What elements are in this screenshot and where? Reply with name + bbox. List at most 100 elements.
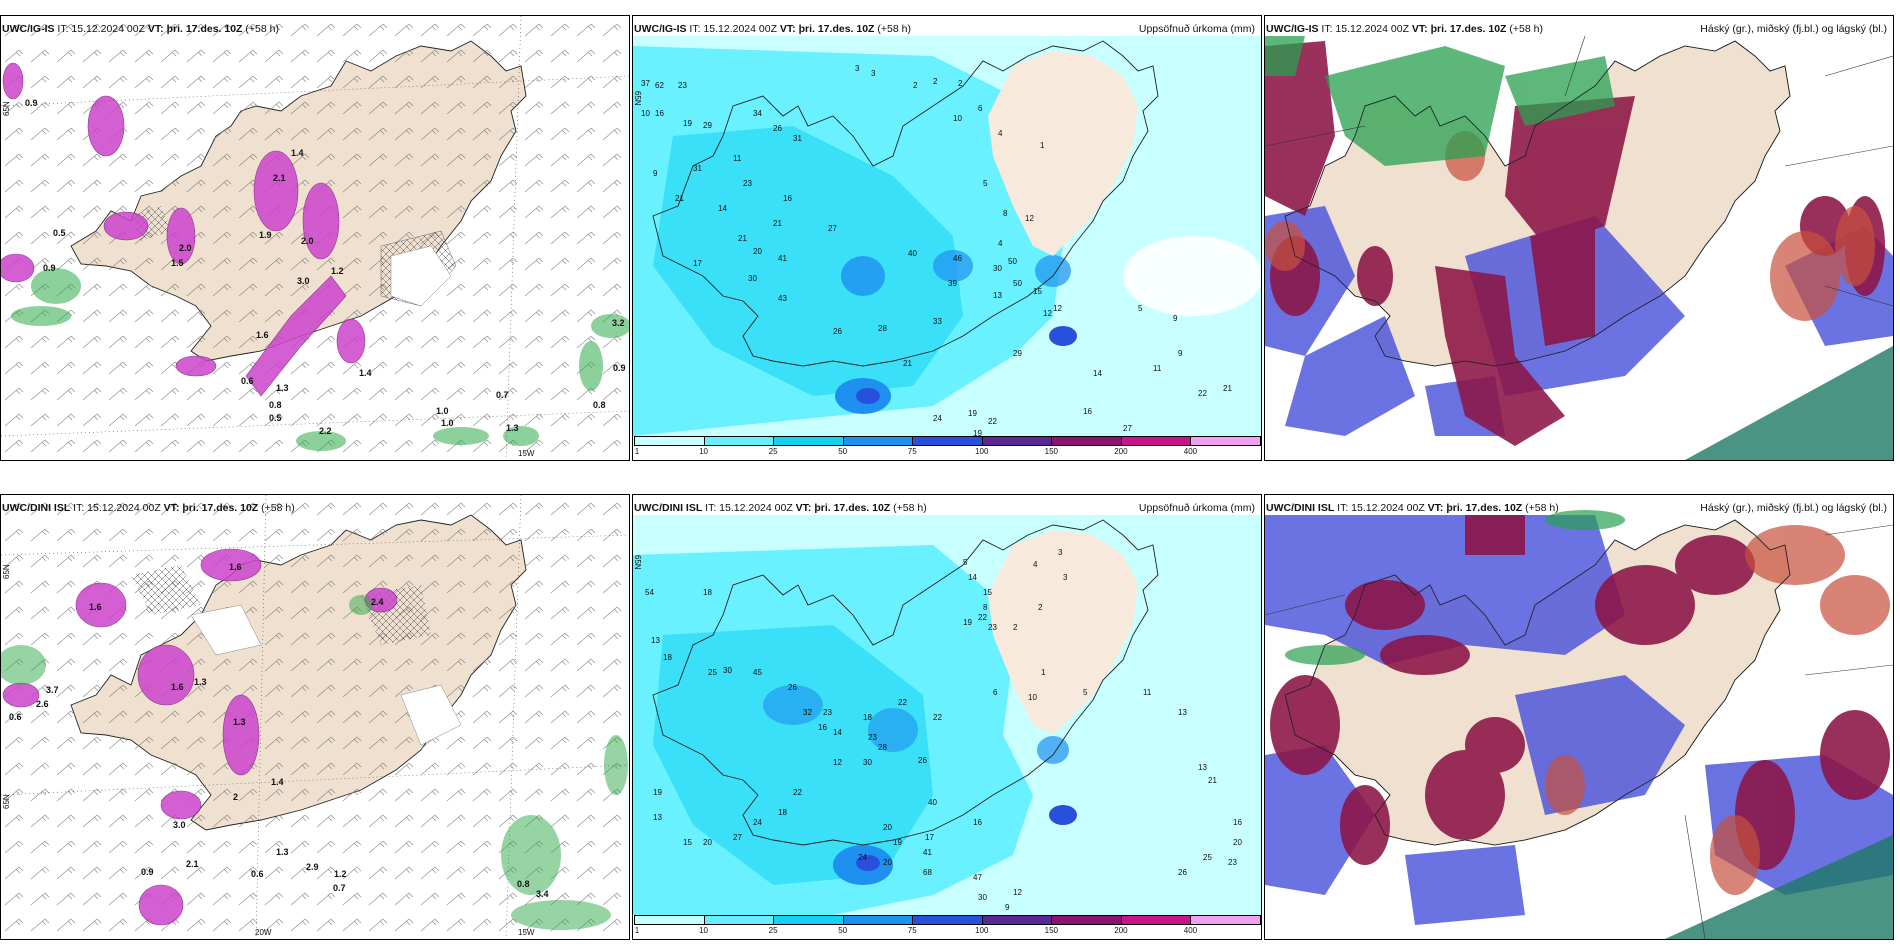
- lead-time: (+58 h): [261, 502, 295, 514]
- precip-value-label: 26: [1178, 868, 1187, 877]
- graticule: [1, 16, 629, 460]
- precip-value-label: 43: [778, 294, 787, 303]
- precip-value-label: 2: [958, 79, 963, 88]
- value-label: 0.7: [496, 390, 509, 400]
- model-name: UWC/DINI ISL: [1266, 502, 1335, 514]
- value-label: 0.6: [241, 376, 254, 386]
- precip-value-label: 23: [1228, 858, 1237, 867]
- colorbar-swatch: [703, 915, 775, 925]
- lead-time: (+58 h): [245, 23, 279, 35]
- value-label: 1.9: [259, 230, 272, 240]
- precip-value-label: 37: [641, 79, 650, 88]
- hatched-area: [131, 565, 201, 615]
- precip-value-label: 27: [733, 833, 742, 842]
- precip-value-label: 18: [703, 588, 712, 597]
- colorbar-swatch: [634, 436, 705, 446]
- value-label: 1.3: [506, 423, 519, 433]
- panel-title: Háský (gr.), miðský (fj.bl.) og lágský (…: [1700, 502, 1887, 514]
- precip-value-label: 28: [878, 324, 887, 333]
- model-name: UWC/IG-IS: [1266, 23, 1319, 35]
- precip-type-areas: [2, 548, 398, 926]
- precip-value-label: 68: [923, 868, 932, 877]
- precip-value-label: 14: [1093, 369, 1102, 378]
- value-label: 3.2: [612, 318, 625, 328]
- precip-value-label: 30: [863, 758, 872, 767]
- precip-value-label: 50: [1008, 257, 1017, 266]
- init-time: IT: 15.12.2024 00Z: [57, 23, 145, 35]
- precip-value-label: 50: [1013, 279, 1022, 288]
- snow-depth-labels: 0.9 0.5 0.9 1.4 2.1 1.9 2.0 3.0 1.6 1.2 …: [25, 98, 626, 436]
- colorbar-swatch: [1051, 436, 1122, 446]
- lead-time: (+58 h): [1509, 23, 1543, 35]
- precip-value-label: 21: [1208, 776, 1217, 785]
- value-label: 2.2: [319, 426, 332, 436]
- precip-value-label: 45: [753, 668, 762, 677]
- precip-value-label: 29: [1013, 349, 1022, 358]
- precip-value-label: 20: [883, 858, 892, 867]
- value-label: 1.3: [194, 677, 207, 687]
- colorbar-tick-label: 200: [1114, 926, 1128, 935]
- precip-value-label: 12: [833, 758, 842, 767]
- precip-value-label: 3: [1063, 573, 1068, 582]
- precip-value-label: 17: [693, 259, 702, 268]
- precip-value-label: 41: [778, 254, 787, 263]
- precip-value-label: 1: [1040, 141, 1045, 150]
- precip-value-label: 47: [973, 873, 982, 882]
- longitude-label: 15W: [518, 449, 535, 458]
- precip-value-label: 8: [983, 603, 988, 612]
- precip-value-label: 5: [983, 179, 988, 188]
- value-label: 1.2: [331, 266, 344, 276]
- precip-value-label: 12: [1013, 888, 1022, 897]
- model-name: UWC/IG-IS: [634, 23, 687, 35]
- value-label: 1.4: [271, 777, 284, 787]
- colorbar-tick-label: 200: [1114, 447, 1128, 456]
- precip-value-label: 12: [1053, 304, 1062, 313]
- value-label: 1.6: [89, 602, 102, 612]
- coastline: [652, 519, 1159, 846]
- grid-lines: [1265, 35, 1893, 307]
- colorbar-tick-label: 1: [634, 926, 640, 935]
- map-panel-precip-igis: UWC/IG-IS IT: 15.12.2024 00Z VT: þri. 17…: [632, 15, 1262, 461]
- map-canvas: 0.9 0.5 0.9 1.4 2.1 1.9 2.0 3.0 1.6 1.2 …: [1, 16, 629, 460]
- glacier-areas: [190, 604, 462, 746]
- precip-value-label: 2: [1013, 623, 1018, 632]
- precip-value-label: 26: [773, 124, 782, 133]
- value-label: 2.6: [36, 699, 49, 709]
- valid-time: þri. 17.des. 10Z: [182, 502, 259, 514]
- precip-value-label: 11: [1143, 688, 1152, 697]
- value-label: 2.1: [273, 173, 286, 183]
- precip-value-label: 10: [953, 114, 962, 123]
- value-label: 0.5: [269, 413, 282, 423]
- panel-title: Uppsöfnuð úrkoma (mm): [1138, 502, 1255, 514]
- colorbar-tick-label: 1: [634, 447, 640, 456]
- valid-time: þri. 17.des. 10Z: [1446, 502, 1523, 514]
- precip-value-label: 2: [933, 77, 938, 86]
- graticule: [1, 495, 629, 939]
- colorbar-tick-label: 50: [838, 926, 848, 935]
- value-label: 1.3: [276, 383, 289, 393]
- colorbar-swatch: [912, 915, 983, 925]
- precip-value-label: 62: [655, 81, 664, 90]
- colorbar-tick-label: 75: [907, 447, 917, 456]
- value-label: 0.8: [517, 879, 530, 889]
- cloud-layers: [1265, 36, 1893, 460]
- precip-green-areas: [1, 595, 628, 930]
- init-time: IT: 15.12.2024 00Z: [705, 502, 793, 514]
- colorbar-tick-label: 400: [1183, 447, 1198, 456]
- precip-value-label: 32: [803, 708, 812, 717]
- latitude-label: 65N: [2, 794, 11, 809]
- valid-time: þri. 17.des. 10Z: [166, 23, 243, 35]
- precip-value-label: 9: [653, 169, 658, 178]
- snow-depth-labels: 1.6 1.6 2.4 1.6 3.7 2.6 0.6 1.3 1.3 1.4 …: [9, 562, 549, 899]
- precip-value-label: 20: [1233, 838, 1242, 847]
- precip-value-label: 34: [753, 109, 762, 118]
- value-label: 1.3: [276, 847, 289, 857]
- value-label: 1.6: [171, 682, 184, 692]
- precip-value-label: 13: [653, 813, 662, 822]
- precip-value-label: 15: [683, 838, 692, 847]
- precip-value-label: 21: [738, 234, 747, 243]
- value-label: 2.0: [301, 236, 314, 246]
- precip-value-label: 23: [868, 733, 877, 742]
- value-label: 2: [233, 792, 238, 802]
